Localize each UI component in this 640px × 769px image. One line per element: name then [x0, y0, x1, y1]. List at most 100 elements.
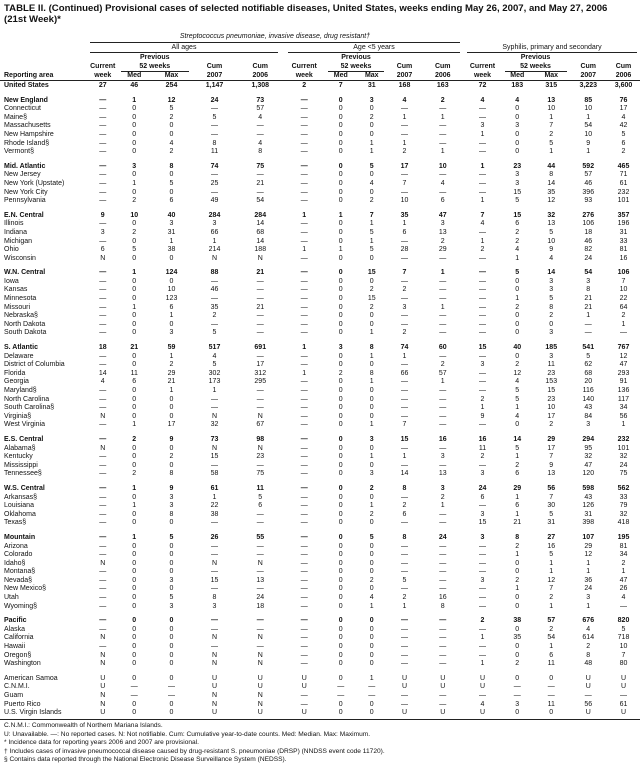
reporting-area: Maryland§ — [4, 387, 37, 394]
cell-value: — — [256, 122, 264, 130]
cell-value: 0 — [338, 576, 343, 584]
cell-value: 1 — [515, 585, 520, 593]
cell-value: 5 — [369, 533, 374, 541]
cell-value: 0 — [515, 329, 520, 337]
reporting-area: Minnesota — [4, 295, 37, 303]
cell-value: 5 — [132, 246, 137, 254]
cell-value: 29 — [167, 369, 176, 377]
cell-value: 5 — [515, 387, 520, 394]
cell-value: 15 — [400, 435, 409, 443]
reporting-area: Kansas — [4, 286, 28, 294]
reporting-area: American Samoa — [4, 674, 58, 682]
cell-value: — — [401, 404, 408, 412]
cell-value: 0 — [338, 329, 343, 337]
cell-value: 6 — [258, 502, 263, 510]
cell-value: 32 — [210, 421, 219, 429]
cell-value: 0 — [369, 130, 374, 138]
cell-value: — — [439, 277, 447, 285]
cell-value: 1 — [369, 139, 374, 147]
cell-value: 0 — [515, 148, 520, 156]
cell-value: 15 — [478, 344, 487, 352]
cell-value: 24 — [619, 461, 628, 469]
cell-value: 56 — [619, 412, 628, 420]
cell-value: 0 — [169, 188, 174, 196]
cell-value: 12 — [547, 197, 556, 205]
cell-value: 6 — [132, 378, 137, 386]
cell-value: 3 — [132, 162, 137, 170]
cell-value: — — [256, 295, 264, 303]
cell-value: — — [99, 139, 107, 147]
reporting-area: Nevada§ — [4, 576, 33, 584]
cell-value: 4 — [258, 139, 263, 147]
cell-value: 3 — [440, 453, 445, 461]
cell-value: 31 — [547, 519, 556, 527]
cell-value: — — [439, 551, 447, 559]
reporting-area-header: Reporting area — [4, 72, 54, 79]
cell-value: 1 — [586, 602, 591, 610]
cell-value: 10 — [547, 404, 556, 412]
cell-value: 1 — [132, 484, 137, 492]
cell-value: 12 — [547, 576, 556, 584]
cell-value: 8 — [169, 510, 174, 518]
cell-value: 1 — [515, 254, 520, 262]
reporting-area: Wisconsin — [4, 254, 36, 262]
cell-value: 0 — [132, 171, 137, 179]
cell-value: 0 — [515, 312, 520, 320]
cell-value: N — [257, 692, 263, 699]
cell-value: 101 — [617, 444, 630, 452]
cell-value: 0 — [132, 254, 137, 262]
cell-value: 1 — [369, 674, 374, 682]
cell-value: 18 — [256, 602, 265, 610]
cell-value: 1 — [369, 148, 374, 156]
cell-value: 2 — [549, 594, 554, 602]
cell-value: — — [439, 576, 447, 584]
table-row: Vermont§ —0 2 11 8—0 1 2 1—0 1 1 2 — [0, 148, 640, 157]
cell-value: U — [440, 683, 446, 691]
previous-header: Previous — [520, 54, 551, 61]
cell-value: 0 — [132, 320, 137, 328]
cell-value: — — [99, 361, 107, 369]
cell-value: — — [99, 122, 107, 130]
cell-value: — — [99, 461, 107, 469]
reporting-area: Missouri — [4, 303, 31, 311]
cell-value: 0 — [369, 412, 374, 420]
reporting-area: Utah — [4, 594, 19, 602]
cell-value: 15 — [367, 295, 376, 303]
cell-value: 2 — [402, 148, 407, 156]
cell-value: — — [401, 634, 408, 642]
cell-value: 0 — [338, 320, 343, 328]
cell-value: — — [300, 660, 308, 668]
cell-value: 33 — [619, 493, 628, 501]
cell-value: 1 — [621, 568, 626, 576]
cell-value: 0 — [515, 139, 520, 147]
cell-value: — — [99, 220, 107, 228]
cell-value: 0 — [515, 594, 520, 602]
cell-value: 0 — [369, 660, 374, 668]
table-row: E.N. Central 9 10 40 284 284 1 1 7 35 47 7 15 32 276 35… — [0, 212, 640, 221]
cell-value: 1 — [549, 113, 554, 121]
cell-value: 0 — [369, 643, 374, 651]
cell-value: 5 — [402, 576, 407, 584]
cell-value: 3 — [515, 179, 520, 187]
cell-value: 2 — [515, 303, 520, 311]
cell-value: 0 — [369, 361, 374, 369]
cell-value: 17 — [619, 105, 628, 113]
cell-value: 5 — [212, 361, 217, 369]
cell-value: 1 — [586, 148, 591, 156]
cell-value: 14 — [400, 470, 409, 478]
cell-value: 16 — [478, 435, 487, 443]
cell-value: 17 — [547, 412, 556, 420]
cell-value: 3 — [402, 303, 407, 311]
cell-value: 11 — [256, 484, 264, 492]
cell-value: 302 — [208, 369, 221, 377]
year-2007-header: 2007 — [206, 72, 223, 79]
cell-value: — — [439, 352, 447, 360]
cell-value: — — [401, 105, 408, 113]
cell-value: 0 — [132, 625, 137, 633]
cell-value: 7 — [369, 211, 374, 219]
table-row: Delaware — 0 1 4 — — 0 1 1 — — 0 3 5 12 — [0, 353, 640, 362]
cell-value: — — [211, 105, 218, 113]
cell-value: — — [439, 286, 447, 294]
cell-value: — — [337, 683, 345, 691]
cell-value: 22 — [619, 295, 628, 303]
